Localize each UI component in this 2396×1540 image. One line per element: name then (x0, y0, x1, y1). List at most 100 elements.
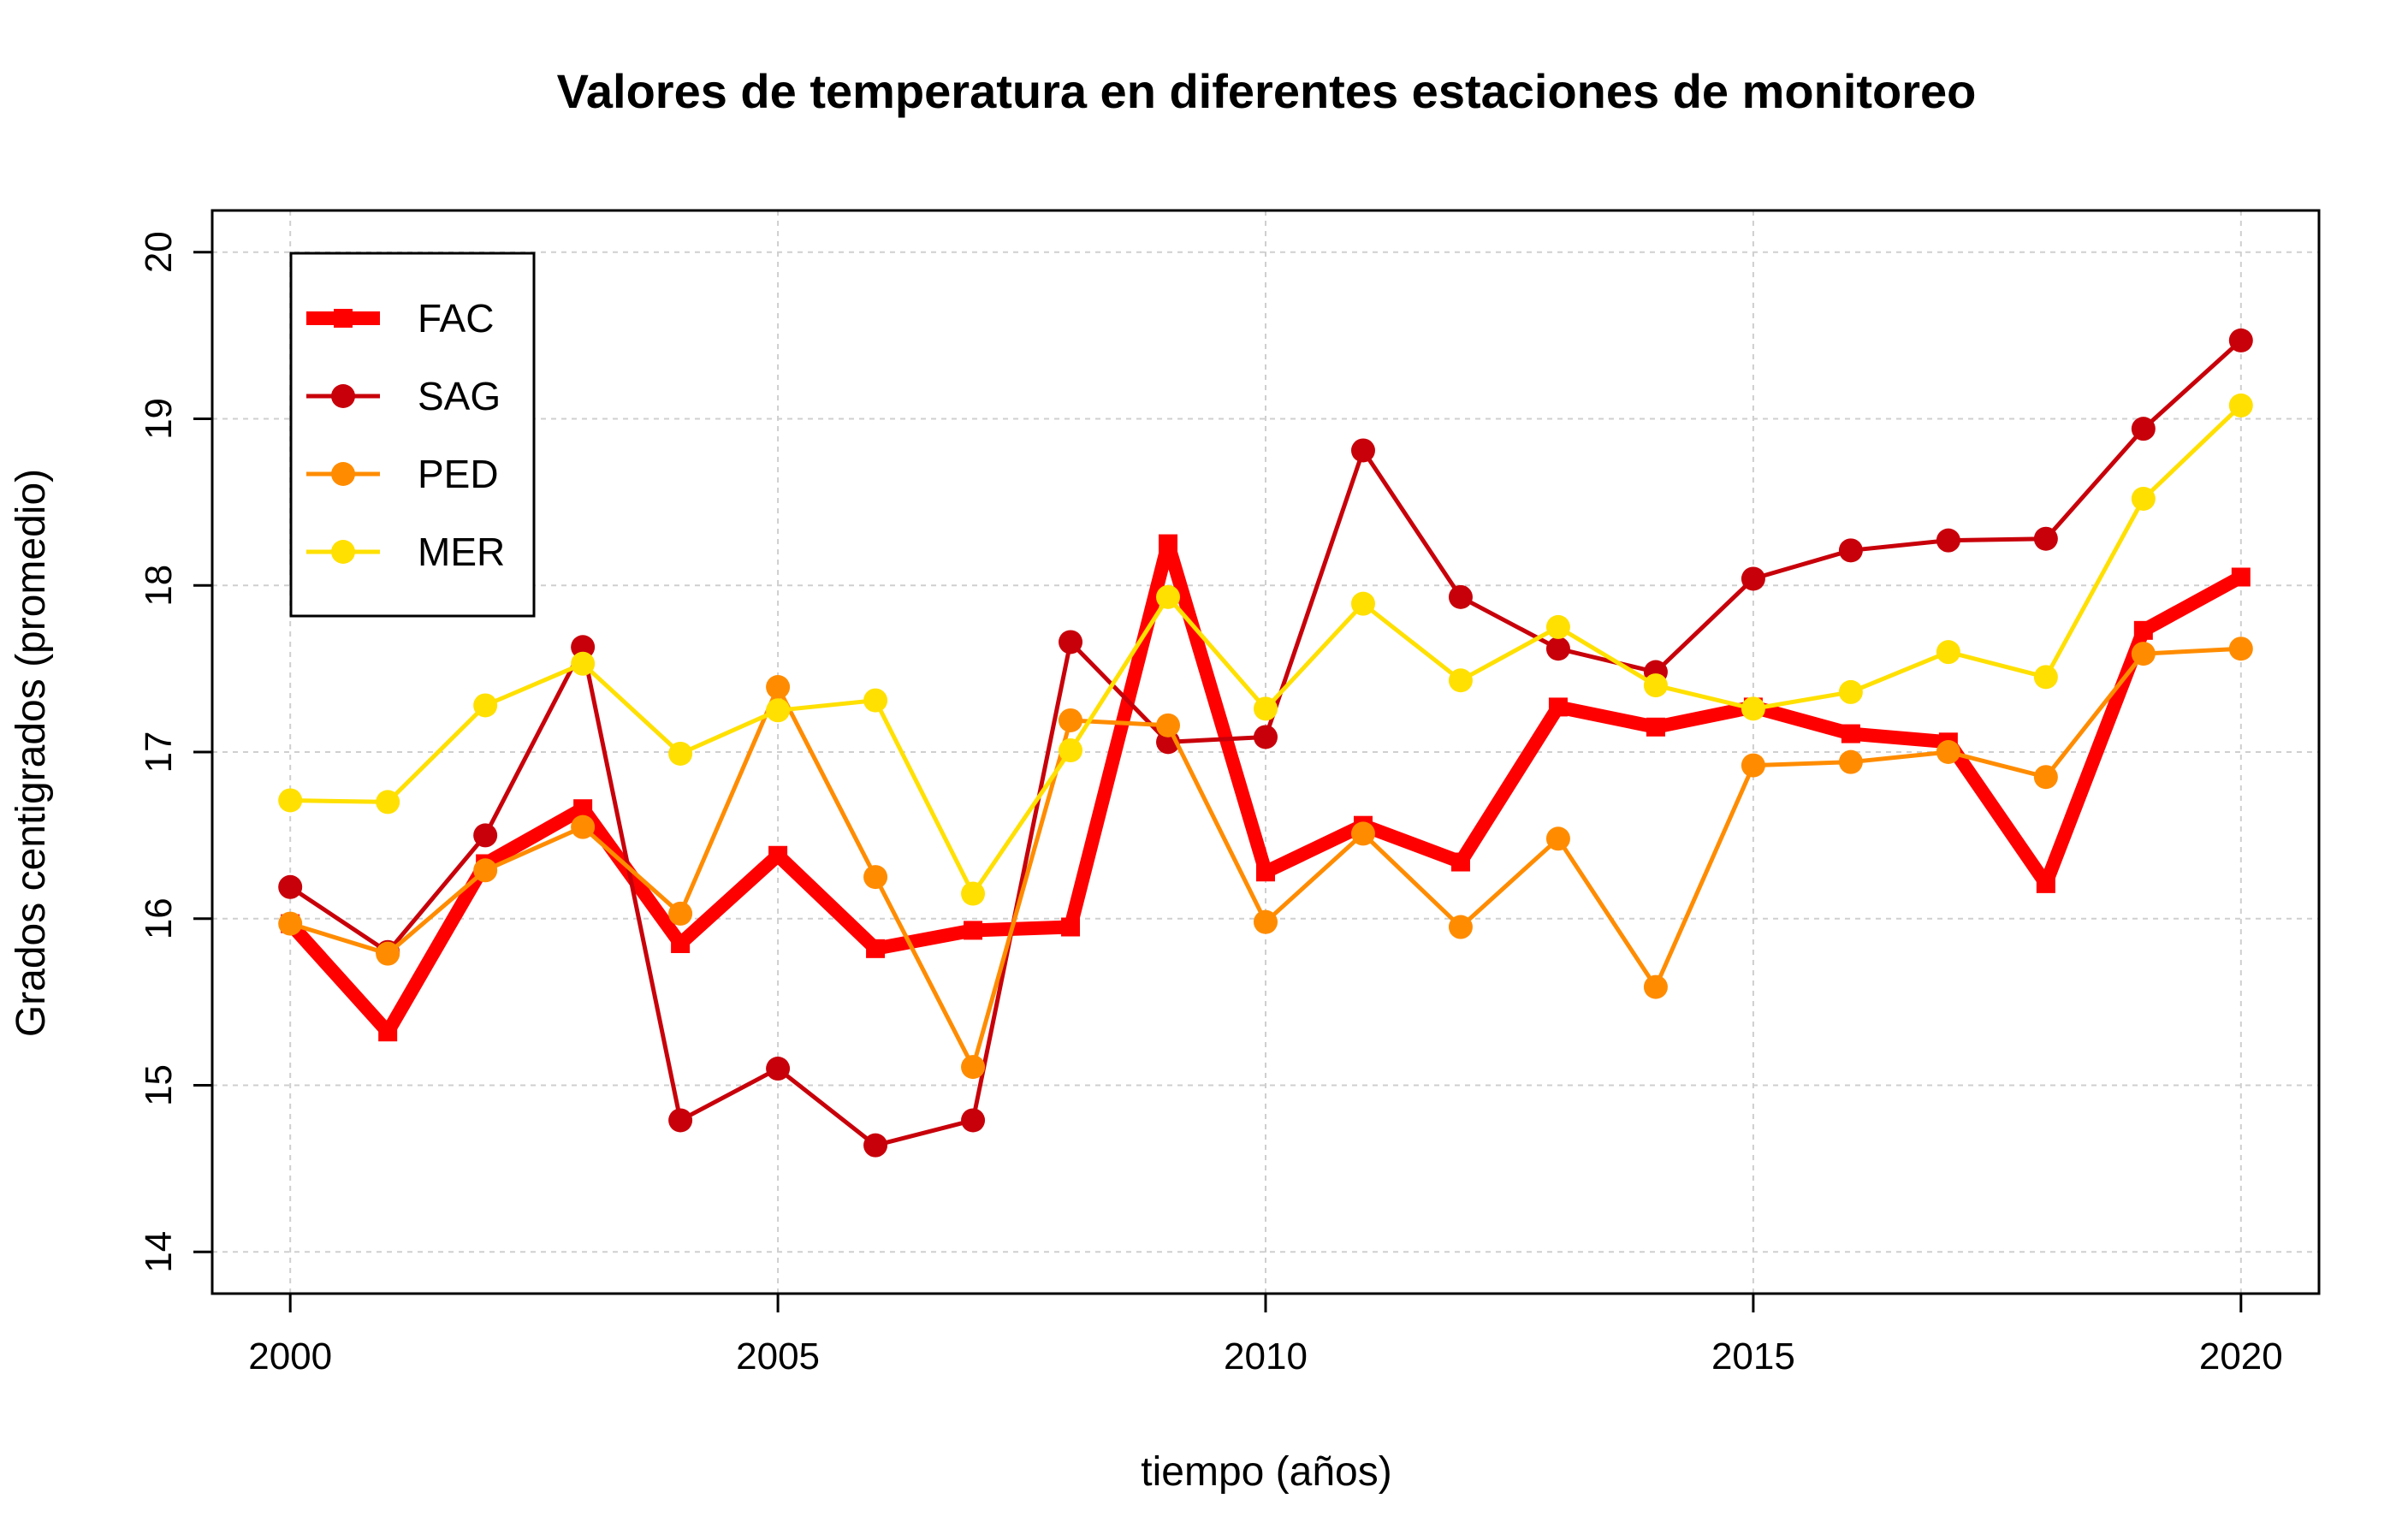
data-point-sag-2005 (766, 1057, 791, 1081)
data-point-mer-2001 (376, 790, 400, 814)
y-tick-label-19: 19 (138, 398, 180, 440)
data-point-mer-2005 (766, 698, 791, 723)
data-point-ped-2002 (473, 858, 498, 883)
data-point-mer-2019 (2131, 486, 2156, 511)
x-axis-label: tiempo (años) (1141, 1449, 1391, 1495)
data-point-mer-2014 (1643, 673, 1668, 698)
data-point-fac-2010 (1256, 862, 1275, 882)
data-point-ped-2015 (1741, 753, 1765, 778)
data-point-fac-2009 (1159, 534, 1178, 554)
data-point-mer-2009 (1156, 584, 1181, 609)
data-point-sag-2000 (278, 874, 303, 899)
data-point-mer-2012 (1448, 668, 1473, 693)
data-point-ped-2012 (1448, 915, 1473, 939)
data-point-fac-2004 (671, 933, 691, 953)
data-point-ped-2008 (1059, 708, 1083, 732)
data-point-sag-2020 (2228, 328, 2253, 352)
data-point-sag-2016 (1838, 538, 1863, 563)
x-tick-label-2015: 2015 (1711, 1336, 1795, 1377)
data-point-fac-2001 (378, 1022, 398, 1042)
data-point-sag-2007 (961, 1108, 986, 1133)
data-point-fac-2019 (2133, 620, 2153, 640)
data-point-mer-2015 (1741, 696, 1765, 721)
data-point-ped-2016 (1838, 749, 1863, 774)
data-point-sag-2011 (1350, 438, 1375, 463)
data-point-ped-2011 (1350, 821, 1375, 846)
data-point-mer-2011 (1350, 591, 1375, 616)
data-point-sag-2018 (2033, 526, 2058, 551)
data-point-mer-2017 (1936, 640, 1960, 665)
x-tick-label-2000: 2000 (248, 1336, 332, 1377)
data-point-ped-2003 (571, 814, 596, 839)
grid-lines (212, 210, 2319, 1294)
data-point-mer-2002 (473, 693, 498, 718)
data-point-mer-2004 (668, 741, 693, 766)
data-point-fac-2003 (573, 799, 593, 819)
legend: FAC SAG PED MER (289, 252, 536, 618)
data-point-fac-2006 (866, 939, 886, 958)
data-point-mer-2006 (863, 688, 888, 713)
data-point-ped-2001 (376, 941, 400, 966)
data-point-ped-2014 (1643, 974, 1668, 999)
data-point-sag-2008 (1059, 630, 1083, 654)
data-point-sag-2017 (1936, 528, 1960, 553)
data-point-fac-2012 (1450, 852, 1470, 872)
x-tick-label-2020: 2020 (2199, 1336, 2283, 1377)
data-point-ped-2013 (1545, 826, 1570, 851)
data-point-sag-2010 (1254, 725, 1278, 749)
data-point-mer-2008 (1059, 738, 1083, 763)
data-point-sag-2004 (668, 1108, 693, 1133)
data-point-ped-2006 (863, 865, 888, 890)
y-tick-label-17: 17 (138, 732, 180, 773)
data-point-fac-2020 (2231, 567, 2251, 587)
legend-marker-sag (331, 384, 355, 408)
data-point-fac-2007 (964, 921, 983, 940)
chart-title: Valores de temperatura en diferentes est… (557, 64, 1977, 118)
data-point-ped-2004 (668, 901, 693, 926)
data-point-mer-2013 (1545, 614, 1570, 639)
data-point-mer-2007 (961, 881, 986, 906)
data-point-mer-2003 (571, 651, 596, 676)
data-point-ped-2020 (2228, 637, 2253, 661)
data-point-fac-2008 (1061, 917, 1081, 937)
y-tick-label-18: 18 (138, 565, 180, 607)
data-point-fac-2018 (2036, 874, 2055, 893)
series-lines (278, 328, 2253, 1158)
legend-marker-mer (331, 540, 355, 564)
y-axis-label: Grados centigrados (promedio) (9, 469, 54, 1037)
data-point-ped-2018 (2033, 765, 2058, 790)
x-tick-label-2005: 2005 (736, 1336, 820, 1377)
data-point-mer-2010 (1254, 696, 1278, 721)
x-tick-label-2010: 2010 (1224, 1336, 1308, 1377)
data-point-sag-2002 (473, 823, 498, 848)
data-point-fac-2005 (768, 845, 788, 865)
legend-label-mer: MER (418, 530, 505, 574)
y-tick-label-16: 16 (138, 897, 180, 939)
data-point-ped-2005 (766, 675, 791, 700)
data-point-ped-2010 (1254, 909, 1278, 934)
data-point-sag-2013 (1545, 637, 1570, 661)
data-point-ped-2000 (278, 911, 303, 936)
legend-label-fac: FAC (418, 296, 494, 341)
data-point-ped-2007 (961, 1055, 986, 1080)
data-point-mer-2018 (2033, 665, 2058, 690)
data-point-mer-2000 (278, 788, 303, 813)
data-point-mer-2020 (2228, 393, 2253, 418)
axes: 2000 2005 2010 2015 2020 14 15 16 17 18 19 20 (138, 209, 2321, 1377)
data-point-sag-2003 (571, 635, 596, 660)
data-point-ped-2009 (1156, 713, 1181, 737)
data-point-sag-2015 (1741, 566, 1765, 591)
data-point-fac-2013 (1548, 697, 1568, 717)
y-tick-label-20: 20 (138, 231, 180, 273)
y-tick-label-15: 15 (138, 1064, 180, 1106)
legend-marker-ped (331, 462, 355, 486)
legend-label-sag: SAG (418, 374, 501, 418)
data-point-ped-2017 (1936, 740, 1960, 764)
data-point-sag-2012 (1448, 584, 1473, 609)
data-point-sag-2019 (2131, 417, 2156, 441)
data-point-ped-2019 (2131, 642, 2156, 666)
data-point-fac-2014 (1646, 717, 1665, 737)
data-point-sag-2006 (863, 1133, 888, 1158)
legend-label-ped: PED (418, 452, 499, 496)
